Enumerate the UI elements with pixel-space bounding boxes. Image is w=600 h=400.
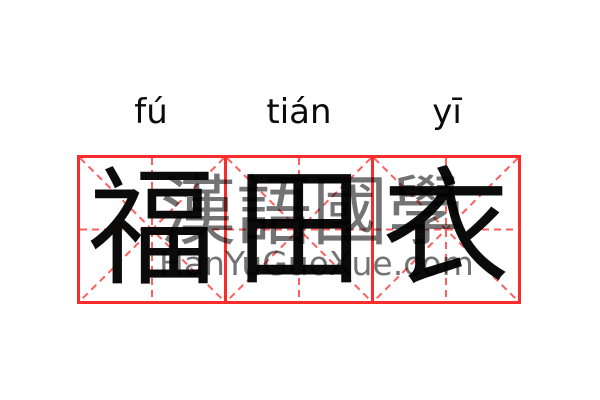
hanzi-fu: 福	[87, 158, 216, 301]
mizige-cell-3: 衣	[374, 158, 518, 301]
mizige-cell-2: 田	[227, 158, 374, 301]
mizige-guides-icon	[374, 158, 518, 301]
mizige-cell-1: 福	[80, 158, 227, 301]
mizige-guides-icon	[80, 158, 224, 301]
hanzi-yi: 衣	[381, 158, 510, 301]
pinyin-tian: tián	[266, 92, 332, 132]
character-grid: 福 田 衣	[77, 155, 521, 304]
mizige-guides-icon	[227, 158, 371, 301]
hanzi-tian: 田	[234, 158, 363, 301]
pinyin-row: fú tián yī	[77, 90, 521, 134]
pinyin-yi: yī	[432, 92, 462, 132]
pinyin-fu: fú	[134, 92, 168, 132]
